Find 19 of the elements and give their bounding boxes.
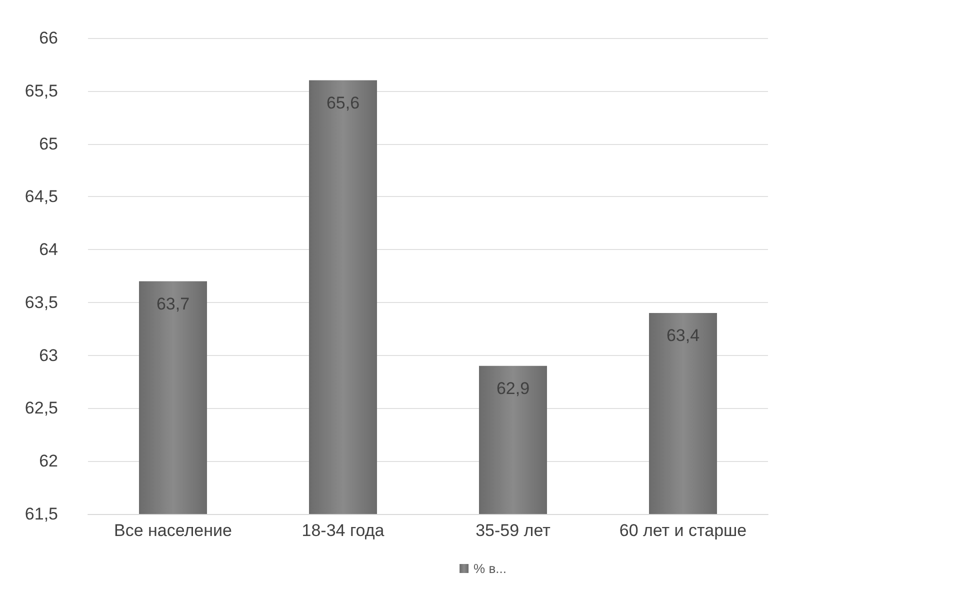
- y-tick-label: 63,5: [24, 292, 58, 312]
- y-tick-label: 64: [39, 240, 58, 260]
- x-tick-label: 60 лет и старше: [619, 521, 747, 540]
- data-label: 65,6: [326, 93, 360, 112]
- x-tick-label: 18-34 года: [302, 521, 385, 540]
- x-tick-label: Все население: [114, 521, 232, 540]
- data-label: 63,4: [666, 326, 700, 346]
- data-label: 63,7: [156, 294, 190, 314]
- y-tick-label: 63: [39, 346, 58, 365]
- y-tick-label: 61,5: [24, 504, 58, 524]
- y-tick-label: 62: [39, 452, 58, 471]
- y-tick-label: 65: [39, 134, 58, 154]
- y-tick-label: 64,5: [24, 187, 58, 206]
- y-tick-label: 62,5: [24, 398, 58, 418]
- data-label: 62,9: [496, 378, 530, 398]
- x-tick-label: 35-59 лет: [476, 521, 551, 540]
- y-tick-label: 65,5: [24, 81, 58, 100]
- legend-label: % в...: [474, 561, 506, 576]
- y-tick-label: 66: [39, 28, 58, 48]
